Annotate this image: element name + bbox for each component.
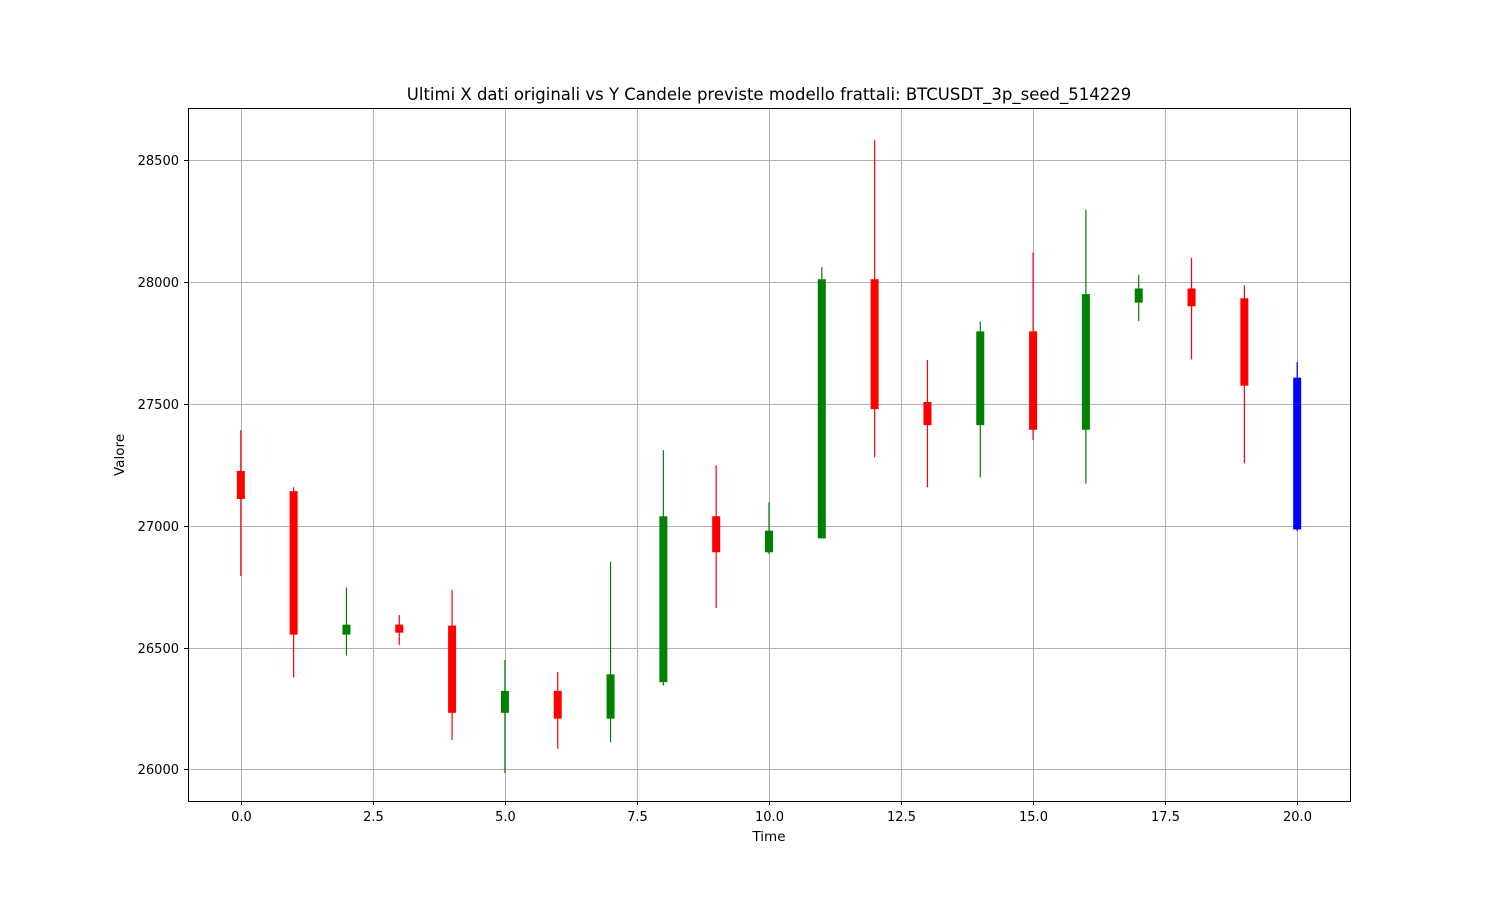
candle-body <box>395 624 404 633</box>
candle-body <box>659 516 668 683</box>
candle-body <box>765 530 773 553</box>
candle-body <box>342 624 351 635</box>
candle <box>448 590 457 740</box>
candle <box>817 267 826 539</box>
x-tick-label: 0.0 <box>231 810 252 825</box>
candle-body <box>712 516 721 553</box>
candle-body <box>1240 298 1249 386</box>
candle <box>395 615 404 646</box>
candle-body <box>606 674 615 719</box>
candle-body <box>1187 288 1196 307</box>
y-tick-label: 28500 <box>138 154 179 169</box>
candle <box>1240 285 1249 464</box>
candle <box>606 561 615 743</box>
y-tick-label: 26000 <box>138 763 179 778</box>
candle <box>1134 274 1143 322</box>
candle <box>1029 252 1038 441</box>
x-tick-label: 5.0 <box>495 810 516 825</box>
x-tick-label: 17.5 <box>1151 810 1180 825</box>
candle <box>289 487 298 678</box>
grid <box>188 108 1350 801</box>
candle-body <box>448 625 457 713</box>
candle <box>500 659 509 773</box>
y-tick-label: 28000 <box>138 276 179 291</box>
candle-body <box>1134 288 1143 303</box>
candle <box>923 360 932 488</box>
candle-body <box>236 470 245 499</box>
candle-body <box>817 279 826 539</box>
candle <box>870 140 879 458</box>
candle <box>342 587 351 656</box>
candle-body <box>976 331 985 426</box>
x-tick-label: 12.5 <box>887 810 916 825</box>
candle <box>553 671 562 749</box>
candle-body <box>553 690 562 719</box>
x-tick-label: 2.5 <box>363 810 384 825</box>
candle <box>659 450 668 686</box>
y-tick-label: 27000 <box>138 520 179 535</box>
candles <box>236 140 1302 773</box>
candle <box>1081 209 1090 484</box>
candle-body <box>1293 377 1302 530</box>
candle <box>976 321 985 478</box>
x-tick-label: 7.5 <box>627 810 648 825</box>
candle-body <box>923 402 932 426</box>
candle <box>1293 362 1302 532</box>
chart-title: Ultimi X dati originali vs Y Candele pre… <box>407 85 1131 105</box>
candle-body <box>500 690 509 713</box>
x-tick-label: 15.0 <box>1019 810 1048 825</box>
candle <box>765 502 773 555</box>
candle-body <box>289 491 298 635</box>
candle-body <box>1029 331 1038 430</box>
y-tick-label: 26500 <box>138 642 179 657</box>
candle <box>236 430 245 577</box>
y-axis-label: Valore <box>112 434 128 476</box>
y-tick-label: 27500 <box>138 398 179 413</box>
candle-body <box>870 279 879 410</box>
candle <box>1187 257 1196 360</box>
candle-body <box>1081 294 1090 430</box>
y-axis-ticks: 26000 26500 27000 27500 28000 28500 <box>138 154 188 778</box>
x-tick-label: 20.0 <box>1283 810 1312 825</box>
x-axis-ticks: 0.0 2.5 5.0 7.5 10.0 12.5 15.0 17.5 20.0 <box>231 801 1312 825</box>
x-tick-label: 10.0 <box>755 810 784 825</box>
x-axis-label: Time <box>751 829 785 845</box>
candle <box>712 465 721 609</box>
